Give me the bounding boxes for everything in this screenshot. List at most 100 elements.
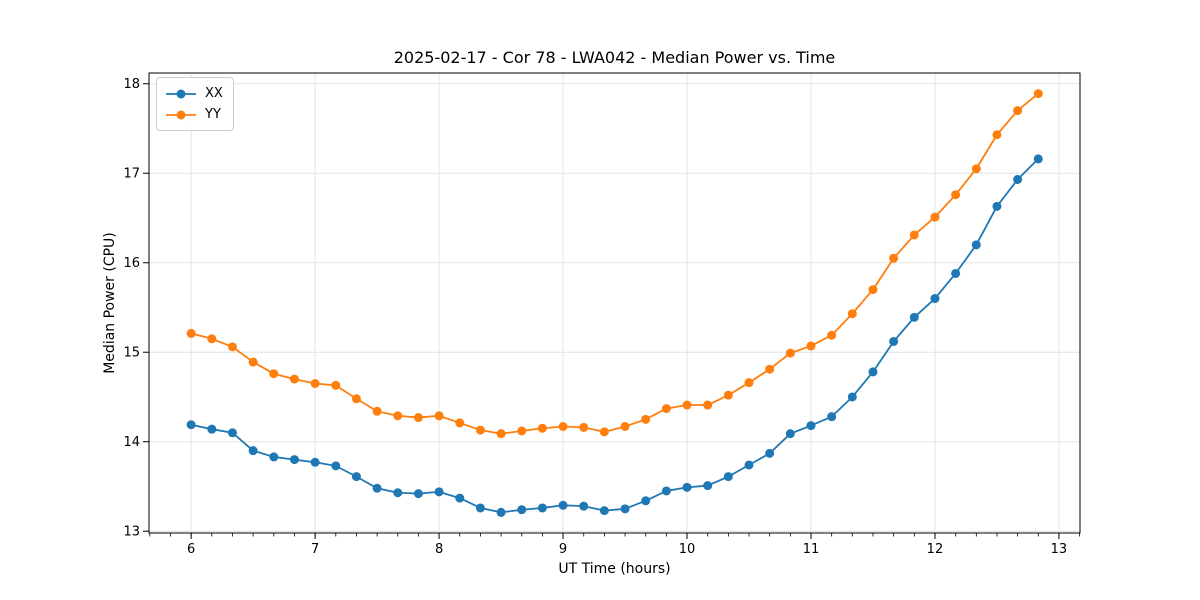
data-point-yy (785, 348, 795, 358)
data-point-yy (868, 285, 878, 295)
x-tick-label-6: 6 (187, 542, 195, 557)
data-point-xx (475, 503, 485, 513)
data-point-xx (537, 503, 547, 513)
data-point-yy (475, 425, 485, 435)
legend-label-yy: YY (205, 107, 221, 122)
data-point-xx (744, 460, 754, 470)
x-tick-label-12: 12 (927, 542, 944, 557)
data-point-yy (703, 400, 713, 410)
data-point-yy (971, 164, 981, 174)
y-tick-label-16: 16 (123, 256, 140, 271)
data-point-xx (558, 500, 568, 510)
data-point-xx (496, 507, 506, 517)
data-point-yy (682, 400, 692, 410)
data-point-yy (889, 253, 899, 263)
data-point-yy (227, 342, 237, 352)
data-point-xx (1013, 174, 1023, 184)
data-point-xx (227, 428, 237, 438)
data-point-yy (558, 422, 568, 432)
axes-box (148, 72, 1081, 534)
x-tick-label-13: 13 (1051, 542, 1068, 557)
data-point-xx (331, 461, 341, 471)
data-point-xx (310, 457, 320, 467)
data-point-yy (661, 404, 671, 414)
data-point-yy (310, 379, 320, 389)
data-point-xx (661, 486, 671, 496)
legend-swatch-line-icon (166, 110, 196, 119)
chart-title: 2025-02-17 - Cor 78 - LWA042 - Median Po… (393, 48, 836, 67)
data-point-xx (517, 505, 527, 515)
data-point-yy (744, 378, 754, 388)
data-point-xx (868, 367, 878, 377)
data-point-xx (455, 493, 465, 503)
data-point-yy (434, 411, 444, 421)
x-axis-label: UT Time (hours) (558, 561, 671, 577)
legend-item-xx: XX (164, 83, 223, 104)
data-point-xx (186, 420, 196, 430)
data-point-yy (992, 130, 1002, 140)
y-tick-label-14: 14 (123, 435, 140, 450)
data-point-xx (434, 487, 444, 497)
x-tick-label-11: 11 (803, 542, 820, 557)
data-point-xx (682, 482, 692, 492)
data-point-yy (372, 406, 382, 416)
data-point-yy (620, 422, 630, 432)
x-tick-label-9: 9 (559, 542, 567, 557)
data-point-yy (909, 230, 919, 240)
y-tick-label-15: 15 (123, 346, 140, 361)
data-point-yy (393, 411, 403, 421)
data-point-xx (579, 501, 589, 511)
data-point-xx (723, 472, 733, 482)
data-point-yy (517, 426, 527, 436)
data-point-yy (537, 423, 547, 433)
data-point-yy (289, 374, 299, 384)
data-point-yy (351, 394, 361, 404)
data-point-yy (207, 334, 217, 344)
data-point-xx (620, 504, 630, 514)
data-point-yy (951, 190, 961, 200)
data-point-xx (909, 312, 919, 322)
x-tick-label-7: 7 (311, 542, 319, 557)
data-point-yy (1013, 106, 1023, 116)
data-point-xx (1033, 154, 1043, 164)
x-tick-label-8: 8 (435, 542, 443, 557)
data-point-yy (413, 413, 423, 423)
y-tick-label-18: 18 (123, 77, 140, 92)
data-point-xx (889, 336, 899, 346)
data-point-xx (971, 240, 981, 250)
data-point-yy (1033, 89, 1043, 99)
data-point-xx (289, 455, 299, 465)
y-axis-label-text: Median Power (CPU) (102, 232, 118, 374)
data-point-yy (248, 357, 258, 367)
data-point-xx (930, 294, 940, 304)
x-tick-label-10: 10 (679, 542, 696, 557)
legend-item-yy: YY (164, 104, 223, 125)
data-point-yy (455, 418, 465, 428)
data-point-xx (641, 496, 651, 506)
data-point-yy (641, 414, 651, 424)
y-tick-label-13: 13 (123, 525, 140, 540)
data-point-yy (765, 364, 775, 374)
legend-swatch-line-icon (166, 89, 196, 98)
data-point-xx (703, 481, 713, 491)
legend: XX YY (156, 77, 234, 131)
data-point-xx (413, 489, 423, 499)
legend-label-xx: XX (205, 86, 223, 101)
data-point-yy (579, 422, 589, 432)
data-point-xx (393, 488, 403, 498)
data-point-yy (806, 341, 816, 351)
data-point-xx (351, 472, 361, 482)
data-point-xx (827, 412, 837, 422)
data-point-yy (331, 380, 341, 390)
data-point-yy (269, 369, 279, 379)
data-point-xx (847, 392, 857, 402)
data-point-xx (765, 448, 775, 458)
data-point-xx (806, 421, 816, 431)
data-point-yy (930, 212, 940, 222)
data-point-xx (269, 452, 279, 462)
data-point-yy (186, 328, 196, 338)
data-point-yy (827, 330, 837, 340)
data-point-yy (847, 309, 857, 319)
